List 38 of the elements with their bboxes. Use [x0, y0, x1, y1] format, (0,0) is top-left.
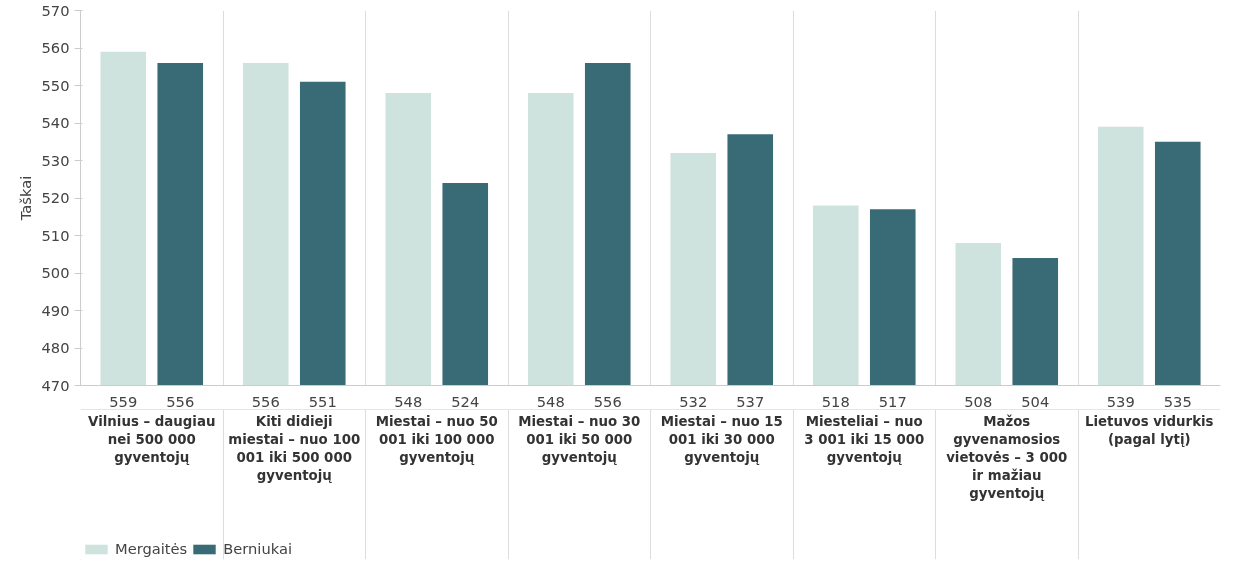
y-tick-label: 570: [41, 1, 70, 19]
x-tick-label: Mažos gyvenamosios vietovės – 3 000 ir mažiau gyventojų: [946, 414, 1068, 501]
x-tick-label: Lietuvos vidurkis (pagal lytį): [1084, 414, 1214, 447]
x-tick-label: Kiti didieji miestai – nuo 100 001 iki 500 000 gyventojų: [228, 414, 361, 483]
legend-label: Mergaitės: [115, 540, 188, 557]
y-tick-label: 490: [41, 301, 70, 319]
y-tick-label: 470: [41, 376, 70, 394]
data-label: 548: [394, 392, 423, 410]
y-axis-title: Taškai: [16, 175, 34, 222]
y-tick-label: 540: [41, 114, 70, 131]
y-tick-label: 510: [41, 226, 70, 244]
y-tick-label: 480: [41, 339, 70, 356]
data-label: 537: [736, 392, 765, 410]
x-tick-label: Miestai – nuo 15 001 iki 30 000 gyventojų: [660, 414, 783, 465]
data-label: 535: [1163, 392, 1192, 410]
y-tick-label: 500: [41, 264, 70, 281]
data-label: 508: [964, 392, 993, 410]
data-label: 532: [679, 392, 708, 410]
y-tick-label: 530: [41, 151, 70, 169]
x-tick-label: Miesteliai – nuo 3 001 iki 15 000 gyventojų: [804, 414, 925, 465]
data-label: 504: [1021, 392, 1050, 410]
data-label: 556: [593, 392, 622, 410]
x-tick-label: Miestai – nuo 50 001 iki 100 000 gyventojų: [375, 414, 498, 465]
data-label: 518: [821, 392, 850, 410]
data-label: 556: [251, 392, 280, 410]
y-tick-label: 560: [41, 39, 70, 56]
x-tick-label: Miestai – nuo 30 001 iki 50 000 gyventojų: [518, 414, 641, 465]
data-label: 548: [536, 392, 565, 410]
data-label: 551: [308, 392, 337, 410]
legend-label: Berniukai: [223, 540, 292, 557]
y-tick-label: 550: [41, 76, 70, 94]
data-label: 524: [451, 392, 480, 410]
data-label: 517: [878, 392, 907, 410]
y-tick-label: 520: [41, 189, 70, 206]
data-label: 556: [166, 392, 195, 410]
data-label: 559: [109, 392, 138, 410]
data-label: 539: [1106, 392, 1135, 410]
x-tick-label: Vilnius – daugiau nei 500 000 gyventojų: [88, 414, 216, 465]
